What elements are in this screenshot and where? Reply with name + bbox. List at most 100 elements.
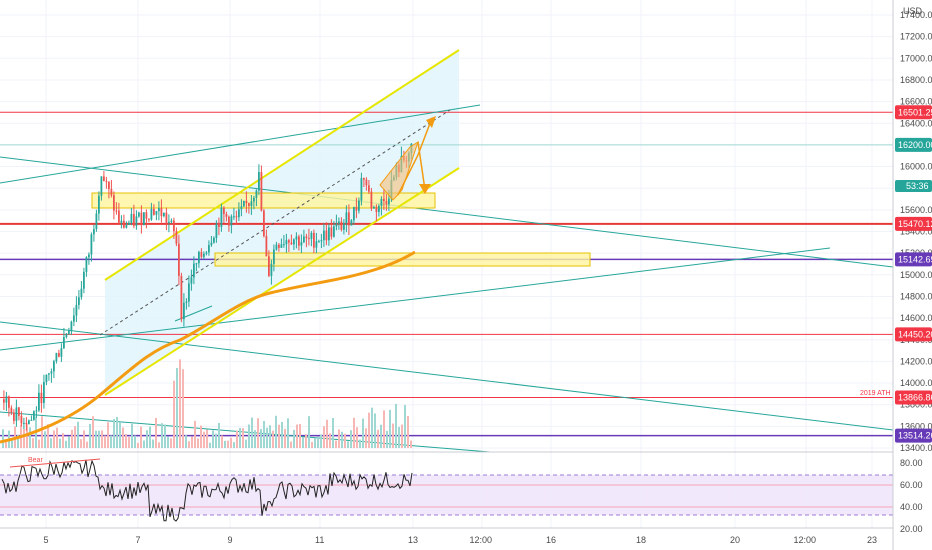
candle-body — [133, 214, 135, 226]
candle-body — [25, 422, 28, 425]
volume-bar — [77, 421, 79, 448]
candle-body — [108, 181, 110, 190]
volume-bar — [56, 427, 58, 448]
ath-label: 2019 ATH — [860, 390, 891, 397]
volume-bar — [182, 369, 184, 448]
volume-bar — [245, 439, 247, 448]
volume-bar — [260, 429, 262, 448]
countdown: 53:36 — [906, 181, 929, 191]
candle-body — [173, 220, 175, 232]
candle-body — [305, 236, 308, 239]
candle-body — [183, 302, 185, 320]
price-tick: 13600.00 — [900, 421, 932, 431]
candle-body — [130, 214, 133, 223]
candle-body — [328, 227, 330, 241]
volume-bar — [206, 429, 208, 448]
candle-body — [93, 229, 95, 235]
candle-body — [333, 226, 335, 237]
price-label: 15142.69 — [898, 254, 932, 264]
volume-bar — [230, 437, 232, 448]
candle-body — [55, 352, 58, 362]
volume-bar — [2, 429, 4, 448]
volume-bar — [362, 418, 364, 448]
volume-bar — [86, 441, 88, 448]
volume-bar — [386, 430, 388, 448]
volume-bar — [101, 430, 103, 448]
candle-body — [58, 352, 60, 357]
volume-bar — [71, 429, 73, 448]
rsi-tick: 60.00 — [900, 480, 923, 490]
time-tick: 13 — [408, 535, 418, 545]
candle-body — [323, 230, 325, 241]
candle-body — [138, 212, 140, 217]
overlay-drawings — [0, 116, 436, 444]
candle-body — [23, 422, 25, 424]
candle-body — [303, 236, 305, 243]
volume-bar — [350, 430, 352, 448]
volume-bar — [137, 442, 139, 448]
volume-bar — [215, 433, 217, 448]
candle-body — [80, 288, 83, 298]
volume-bar — [287, 418, 289, 448]
volume-bar — [107, 422, 109, 448]
volume-bar — [227, 440, 229, 448]
volume-bar — [149, 426, 151, 448]
volume-bar — [221, 435, 223, 448]
price-label-bg — [895, 105, 932, 120]
candle-body — [310, 232, 313, 239]
candle-body — [18, 407, 20, 416]
volume-bar — [134, 435, 136, 448]
candle-body — [373, 206, 375, 209]
candle-body — [243, 200, 245, 207]
candle-body — [123, 220, 125, 228]
candle-body — [100, 176, 103, 196]
candle-body — [245, 200, 248, 204]
candle-body — [350, 220, 353, 226]
time-tick: 9 — [228, 535, 233, 545]
candle-body — [155, 211, 158, 215]
time-axis[interactable]: 5 7 9 11 13 12:00 16 18 20 12:00 23 — [0, 527, 893, 545]
candle-body — [383, 198, 385, 202]
trendline-down — [0, 156, 894, 268]
candle-body — [143, 212, 145, 226]
price-tick: 16400.00 — [900, 118, 932, 128]
candle-body — [113, 195, 115, 211]
candle-body — [163, 212, 165, 217]
price-tick: 14200.00 — [900, 356, 932, 366]
candle-body — [178, 243, 180, 276]
candle-body — [293, 239, 295, 245]
volume-bar — [140, 426, 142, 448]
bear-divergence — [9, 458, 101, 468]
candle-body — [135, 216, 138, 226]
candle-body — [38, 392, 40, 411]
volume-bar — [344, 433, 346, 448]
volume-bar — [23, 429, 25, 448]
price-tick: 17400.00 — [900, 10, 932, 20]
volume-bar — [110, 435, 112, 448]
volume-bar — [200, 425, 202, 448]
volume-bar — [359, 439, 361, 448]
candle-body — [75, 304, 78, 316]
volume-bar — [368, 412, 370, 448]
volume-bar — [395, 403, 397, 448]
volume-bars — [2, 359, 412, 448]
arrow-up-path — [397, 117, 433, 196]
volume-bar — [53, 430, 55, 448]
volume-bar — [383, 410, 385, 448]
rsi-tick: 40.00 — [900, 502, 923, 512]
volume-bar — [374, 413, 376, 448]
currency-label[interactable]: USD — [903, 6, 923, 16]
arrow-down-path — [417, 141, 426, 191]
candle-body — [50, 371, 53, 374]
volume-bar — [41, 416, 43, 448]
volume-bar — [65, 440, 67, 448]
volume-bar — [179, 359, 181, 448]
time-tick: 23 — [867, 535, 877, 545]
candle-body — [313, 232, 315, 248]
price-tick: 16800.00 — [900, 75, 932, 85]
candle-body — [268, 256, 270, 276]
volume-bar — [353, 417, 355, 448]
